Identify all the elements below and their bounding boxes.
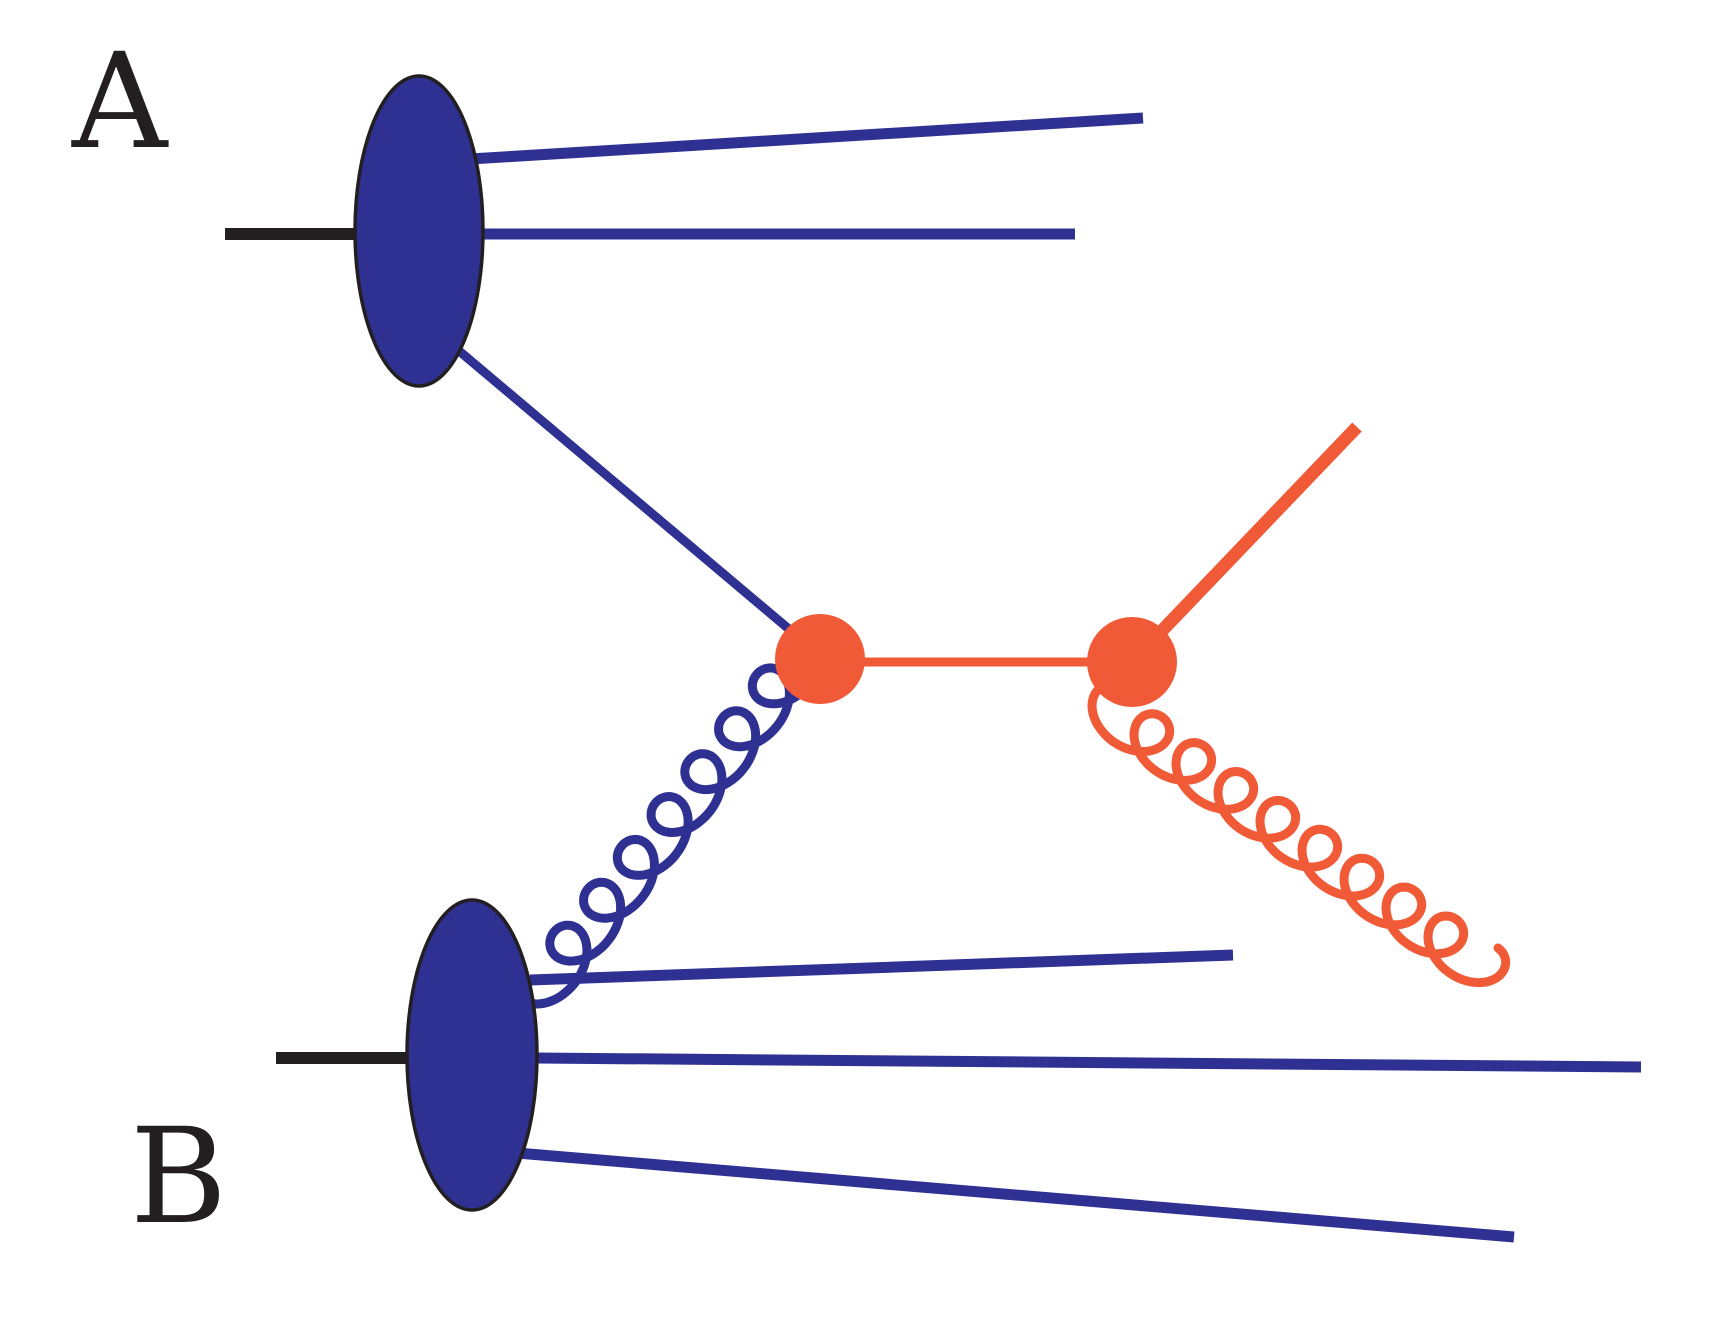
hadron-a-remnant-upper [469, 112, 1144, 165]
outgoing-gluon [1087, 680, 1511, 988]
hadron-b-remnant-lower [516, 1147, 1515, 1243]
vertex-right [1087, 617, 1177, 707]
hadron-b-label: B [130, 1100, 227, 1254]
vertex-left [775, 614, 865, 704]
hadron-a-incoming-quark [455, 346, 793, 634]
incoming-gluon [511, 620, 828, 1009]
hadron-a-label: A [71, 25, 169, 179]
hadron-a-blob [353, 74, 485, 388]
hadron-b-remnant-middle [535, 1052, 1642, 1073]
hadron-a-group [225, 74, 1144, 634]
hadron-b-remnant-upper [529, 949, 1234, 986]
hadron-b-group [276, 620, 1642, 1243]
hard-process-group [775, 422, 1511, 988]
hadron-b-blob [405, 898, 539, 1212]
outgoing-quark [1127, 422, 1362, 667]
